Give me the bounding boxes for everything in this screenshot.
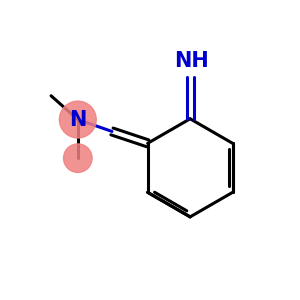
Text: N: N: [69, 110, 86, 130]
Circle shape: [64, 144, 92, 172]
Text: NH: NH: [174, 51, 209, 70]
Circle shape: [59, 101, 96, 138]
